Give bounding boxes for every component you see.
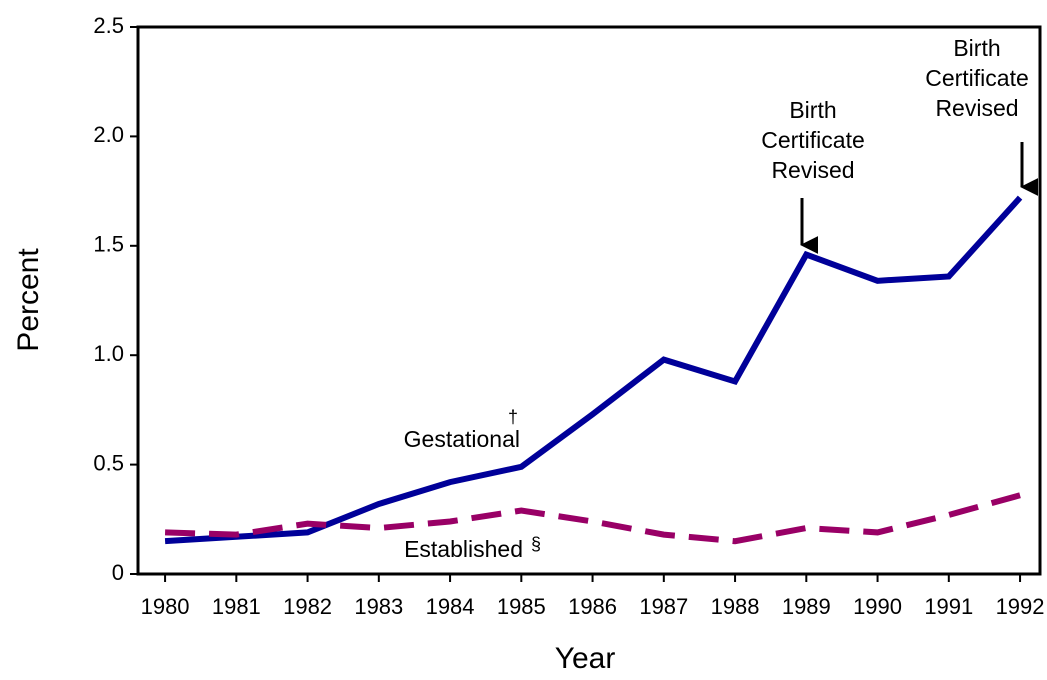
series-note: †: [508, 407, 518, 427]
series-line: [164, 195, 1023, 545]
series-note: §: [531, 534, 541, 554]
x-tick-label: 1985: [497, 594, 546, 619]
x-tick-label: 1980: [141, 594, 190, 619]
y-tick-label: 0.5: [93, 450, 124, 475]
annotation: Revised: [935, 95, 1018, 121]
y-tick-label: 2.5: [93, 13, 124, 38]
series-label: Gestational: [404, 426, 520, 452]
x-tick-label: 1988: [711, 594, 760, 619]
series-label: Established: [404, 536, 523, 562]
y-axis-title: Percent: [12, 248, 45, 352]
annotation: Birth: [953, 35, 1000, 61]
annotation: Birth: [789, 97, 836, 123]
x-tick-label: 1984: [426, 594, 475, 619]
y-tick-label: 1.5: [93, 232, 124, 257]
x-tick-label: 1981: [212, 594, 261, 619]
x-tick-label: 1987: [639, 594, 688, 619]
x-tick-label: 1989: [782, 594, 831, 619]
x-tick-label: 1983: [354, 594, 403, 619]
x-tick-label: 1990: [853, 594, 902, 619]
y-tick-label: 1.0: [93, 341, 124, 366]
x-tick-label: 1991: [924, 594, 973, 619]
x-tick-label: 1986: [568, 594, 617, 619]
annotation: Certificate: [925, 65, 1029, 91]
annotation: Revised: [771, 157, 854, 183]
annotation: Certificate: [761, 127, 865, 153]
y-tick-label: 2.0: [93, 122, 124, 147]
plot-frame: [136, 25, 1042, 576]
series-line: [164, 492, 1021, 545]
y-tick-label: 0: [112, 560, 124, 585]
x-tick-label: 1992: [996, 594, 1045, 619]
x-tick-label: 1982: [283, 594, 332, 619]
x-axis-title: Year: [555, 642, 616, 675]
